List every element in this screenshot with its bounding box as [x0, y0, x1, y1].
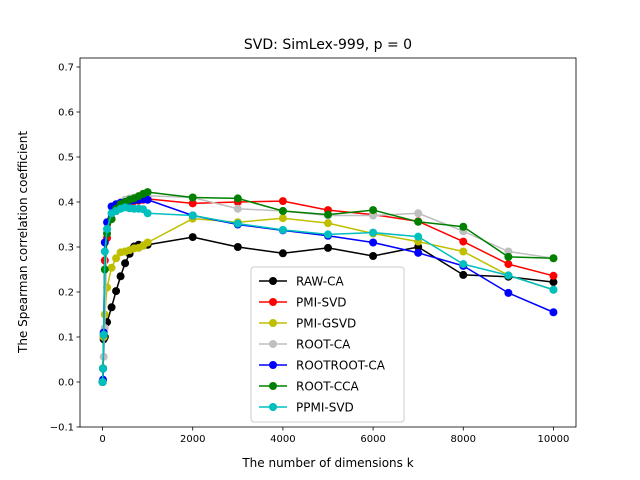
data-point-pmi-svd — [278, 197, 287, 206]
data-point-root-ca — [233, 204, 242, 213]
data-point-pmi-svd — [459, 237, 468, 246]
data-point-root-cca — [324, 210, 332, 219]
data-point-raw-ca — [369, 252, 378, 260]
legend-label-pmi-svd: PMI-SVD — [296, 296, 347, 310]
data-point-root-cca — [369, 206, 378, 215]
data-point-rootroot-ca — [414, 248, 423, 257]
data-point-raw-ca — [233, 243, 242, 251]
data-point-ppmi-svd — [188, 211, 197, 220]
y-tick-label: 0.7 — [58, 63, 74, 74]
x-tick-label: 2000 — [180, 434, 205, 445]
legend-marker-root-cca — [269, 382, 277, 390]
legend-marker-pmi-gsvd — [269, 319, 277, 327]
x-axis-label: The number of dimensions k — [241, 456, 413, 470]
chart-title: SVD: SimLex-999, p = 0 — [244, 37, 412, 53]
legend-marker-root-ca — [269, 340, 277, 348]
legend-label-raw-ca: RAW-CA — [296, 275, 344, 289]
legend-label-pmi-gsvd: PMI-GSVD — [296, 317, 356, 331]
x-tick-label: 4000 — [270, 434, 295, 445]
x-tick-label: 0 — [99, 434, 105, 445]
data-point-raw-ca — [107, 303, 116, 312]
data-point-pmi-svd — [549, 271, 558, 280]
data-point-pmi-svd — [504, 260, 513, 269]
data-point-raw-ca — [324, 243, 332, 252]
data-point-rootroot-ca — [549, 308, 558, 317]
data-point-ppmi-svd — [369, 228, 378, 237]
data-point-pmi-gsvd — [112, 254, 121, 263]
legend-label-ppmi-svd: PPMI-SVD — [296, 401, 354, 415]
data-point-ppmi-svd — [99, 330, 108, 339]
y-tick-label: 0.0 — [58, 378, 74, 389]
data-point-ppmi-svd — [549, 285, 558, 294]
legend-marker-pmi-svd — [269, 298, 277, 306]
data-point-rootroot-ca — [369, 238, 378, 247]
data-point-pmi-gsvd — [459, 247, 468, 256]
y-tick-label: 0.2 — [58, 288, 74, 299]
data-point-ppmi-svd — [278, 225, 287, 234]
data-point-raw-ca — [121, 259, 130, 268]
data-point-root-ca — [414, 209, 423, 218]
y-tick-label: −0.1 — [50, 423, 74, 434]
data-point-pmi-gsvd — [107, 263, 116, 272]
y-axis-label: The Spearman correlation coefficient — [16, 131, 30, 354]
axes: 0 2000 4000 6000 8000 10000 −0.1 0.0 0.1 0.2 0.3 0.… — [50, 57, 577, 445]
data-point-ppmi-svd — [99, 364, 107, 373]
x-tick-label: 8000 — [451, 434, 476, 445]
legend-marker-ppmi-svd — [269, 403, 277, 411]
data-point-ppmi-svd — [459, 260, 468, 269]
data-point-raw-ca — [112, 287, 121, 296]
data-point-raw-ca — [278, 249, 287, 258]
plot-area — [98, 188, 558, 386]
data-point-pmi-svd — [188, 199, 197, 208]
data-point-raw-ca — [188, 233, 197, 242]
data-point-root-cca — [188, 193, 197, 202]
y-tick-label: 0.4 — [58, 198, 74, 209]
legend-marker-rootroot-ca — [269, 361, 277, 369]
data-point-ppmi-svd — [98, 378, 107, 386]
data-point-ppmi-svd — [100, 247, 109, 256]
data-point-raw-ca — [116, 272, 125, 281]
data-point-root-cca — [143, 188, 152, 197]
data-point-root-cca — [459, 222, 468, 231]
x-tick-label: 10000 — [538, 434, 570, 445]
data-point-rootroot-ca — [143, 195, 152, 204]
data-point-pmi-gsvd — [324, 219, 332, 228]
data-point-ppmi-svd — [143, 209, 152, 218]
legend-label-root-cca: ROOT-CCA — [296, 380, 360, 394]
y-tick-label: 0.5 — [58, 153, 74, 164]
data-point-ppmi-svd — [233, 219, 242, 228]
data-point-ppmi-svd — [103, 225, 112, 233]
legend-box — [250, 266, 405, 423]
data-point-raw-ca — [549, 278, 558, 287]
y-tick-label: 0.1 — [58, 333, 74, 344]
y-tick-label: 0.6 — [58, 108, 74, 119]
data-point-root-cca — [233, 194, 242, 203]
legend-marker-raw-ca — [269, 277, 277, 285]
data-point-rootroot-ca — [504, 288, 513, 297]
data-point-root-cca — [549, 254, 558, 263]
data-point-ppmi-svd — [324, 230, 332, 239]
legend-label-root-ca: ROOT-CA — [296, 338, 351, 352]
x-tick-label: 6000 — [360, 434, 385, 445]
data-point-ppmi-svd — [414, 232, 423, 241]
data-point-raw-ca — [459, 270, 468, 279]
legend-label-rootroot-ca: ROOTROOT-CA — [296, 359, 386, 373]
data-point-pmi-gsvd — [278, 214, 287, 223]
data-point-ppmi-svd — [504, 271, 513, 280]
data-point-pmi-gsvd — [143, 238, 152, 247]
data-point-root-cca — [504, 252, 513, 261]
legend: RAW-CA PMI-SVD PMI-GSVD ROOT-CA ROOTROOT-CA R… — [250, 266, 405, 423]
y-tick-label: 0.3 — [58, 243, 74, 254]
axes-frame — [79, 57, 577, 428]
data-point-root-cca — [414, 217, 423, 226]
data-point-root-cca — [278, 207, 287, 215]
